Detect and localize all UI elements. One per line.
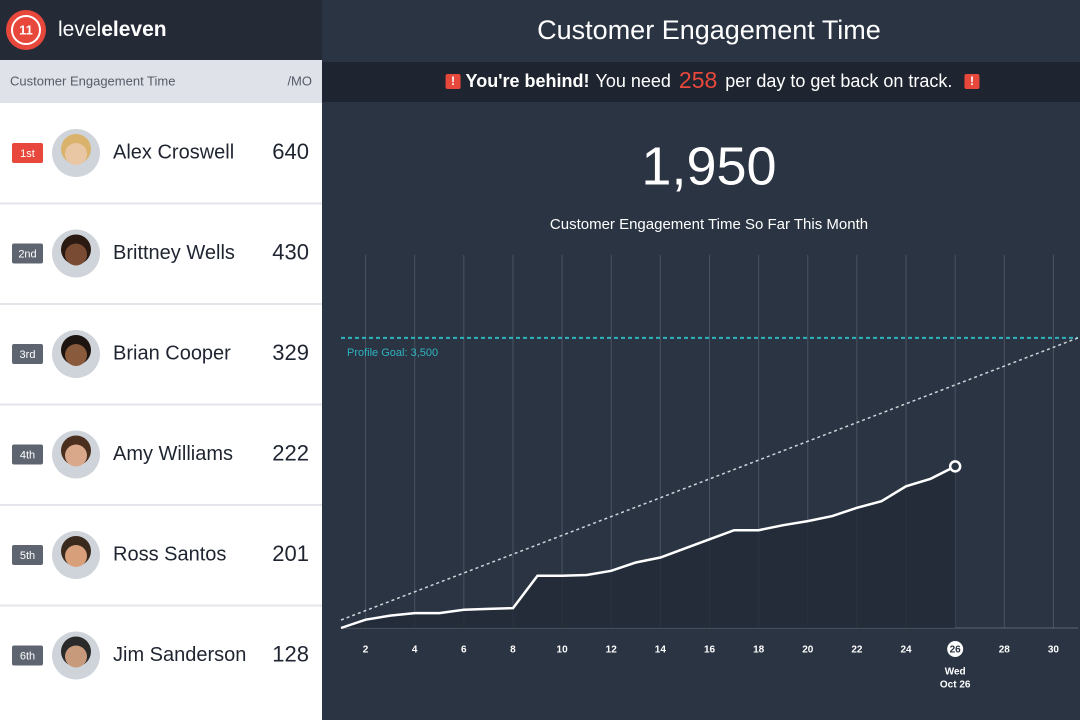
x-tick-label: 30 [1048,645,1060,656]
x-tick-label: 20 [802,645,814,656]
rank-badge [12,645,43,666]
person-name: Jim Sanderson [113,644,246,666]
person-name: Brian Cooper [113,342,231,364]
avatar-face [65,444,87,467]
total-value: 1,950 [641,136,776,196]
rank-badge [12,143,43,163]
chart-title: Customer Engagement Time [537,15,881,45]
rank-badge [12,243,43,264]
rank-label: 1st [20,148,35,160]
line-series [340,465,956,630]
banner-number: 258 [679,67,717,93]
logo-bar [0,0,322,60]
alert-icon-mark: ! [970,74,974,88]
rank-badge [12,545,43,565]
x-tick-label: 2 [363,645,369,656]
logo-light: level [58,18,101,41]
x-tick-label: 22 [851,645,863,656]
logo-mark: 11 [19,22,33,37]
logo-text: leveleleven [58,18,167,41]
leaderboard-panel [0,60,322,720]
highlight-tick [947,641,964,657]
person-value: 430 [272,239,309,264]
avatar-face [65,344,87,366]
rank-label: 2nd [18,248,36,260]
alert-icon-mark: ! [451,74,455,88]
person-value: 329 [272,340,309,365]
alert-icon [445,74,461,89]
x-tick-label: 24 [900,645,912,656]
leaderboard-header [0,60,322,103]
person-value: 201 [272,541,309,566]
goal-label: Profile Goal: 3,500 [347,347,438,359]
x-tick-label: 28 [999,645,1011,656]
person-name: Amy Williams [113,443,233,465]
person-value: 222 [272,440,309,465]
highlight-date: Oct 26 [940,680,971,691]
person-value: 640 [272,139,309,164]
logo-bold: eleven [101,18,166,41]
avatar-face [65,143,87,165]
x-tick-label: 10 [557,645,569,656]
x-tick-label: 4 [412,645,418,656]
avatar-face [65,645,87,668]
avatar-face [65,243,87,266]
avatar-face [65,545,87,567]
highlight-weekday: Wed [945,667,966,678]
person-name: Alex Croswell [113,141,234,163]
x-tick-label: 14 [655,645,667,656]
person-name: Ross Santos [113,543,226,565]
person-name: Brittney Wells [113,242,235,264]
banner-before: You need [596,71,671,91]
leaderboard-period: /MO [287,73,312,88]
banner-bold: You're behind! [466,71,590,91]
banner-text: You're behind! You need 258 per day to get … [466,67,953,93]
rank-label: 6th [20,650,35,662]
alert-icon [964,74,980,89]
current-point [948,460,962,473]
rank-badge [12,444,43,465]
x-tick-label: 16 [704,645,716,656]
logo-ring [11,15,41,45]
rank-badge [12,344,43,364]
rank-label: 5th [20,550,35,562]
x-tick-label: 8 [510,645,516,656]
leaderboard-title: Customer Engagement Time [10,73,175,88]
total-caption: Customer Engagement Time So Far This Mon… [550,216,868,233]
banner-after: per day to get back on track. [725,71,952,91]
x-tick-label: 18 [753,645,765,656]
rank-label: 3rd [20,349,36,361]
rank-label: 4th [20,449,35,461]
x-tick-label: 26 [950,645,962,656]
line-area [341,466,956,628]
person-value: 128 [272,641,309,666]
x-tick-label: 12 [606,645,618,656]
x-tick-label: 6 [461,645,467,656]
